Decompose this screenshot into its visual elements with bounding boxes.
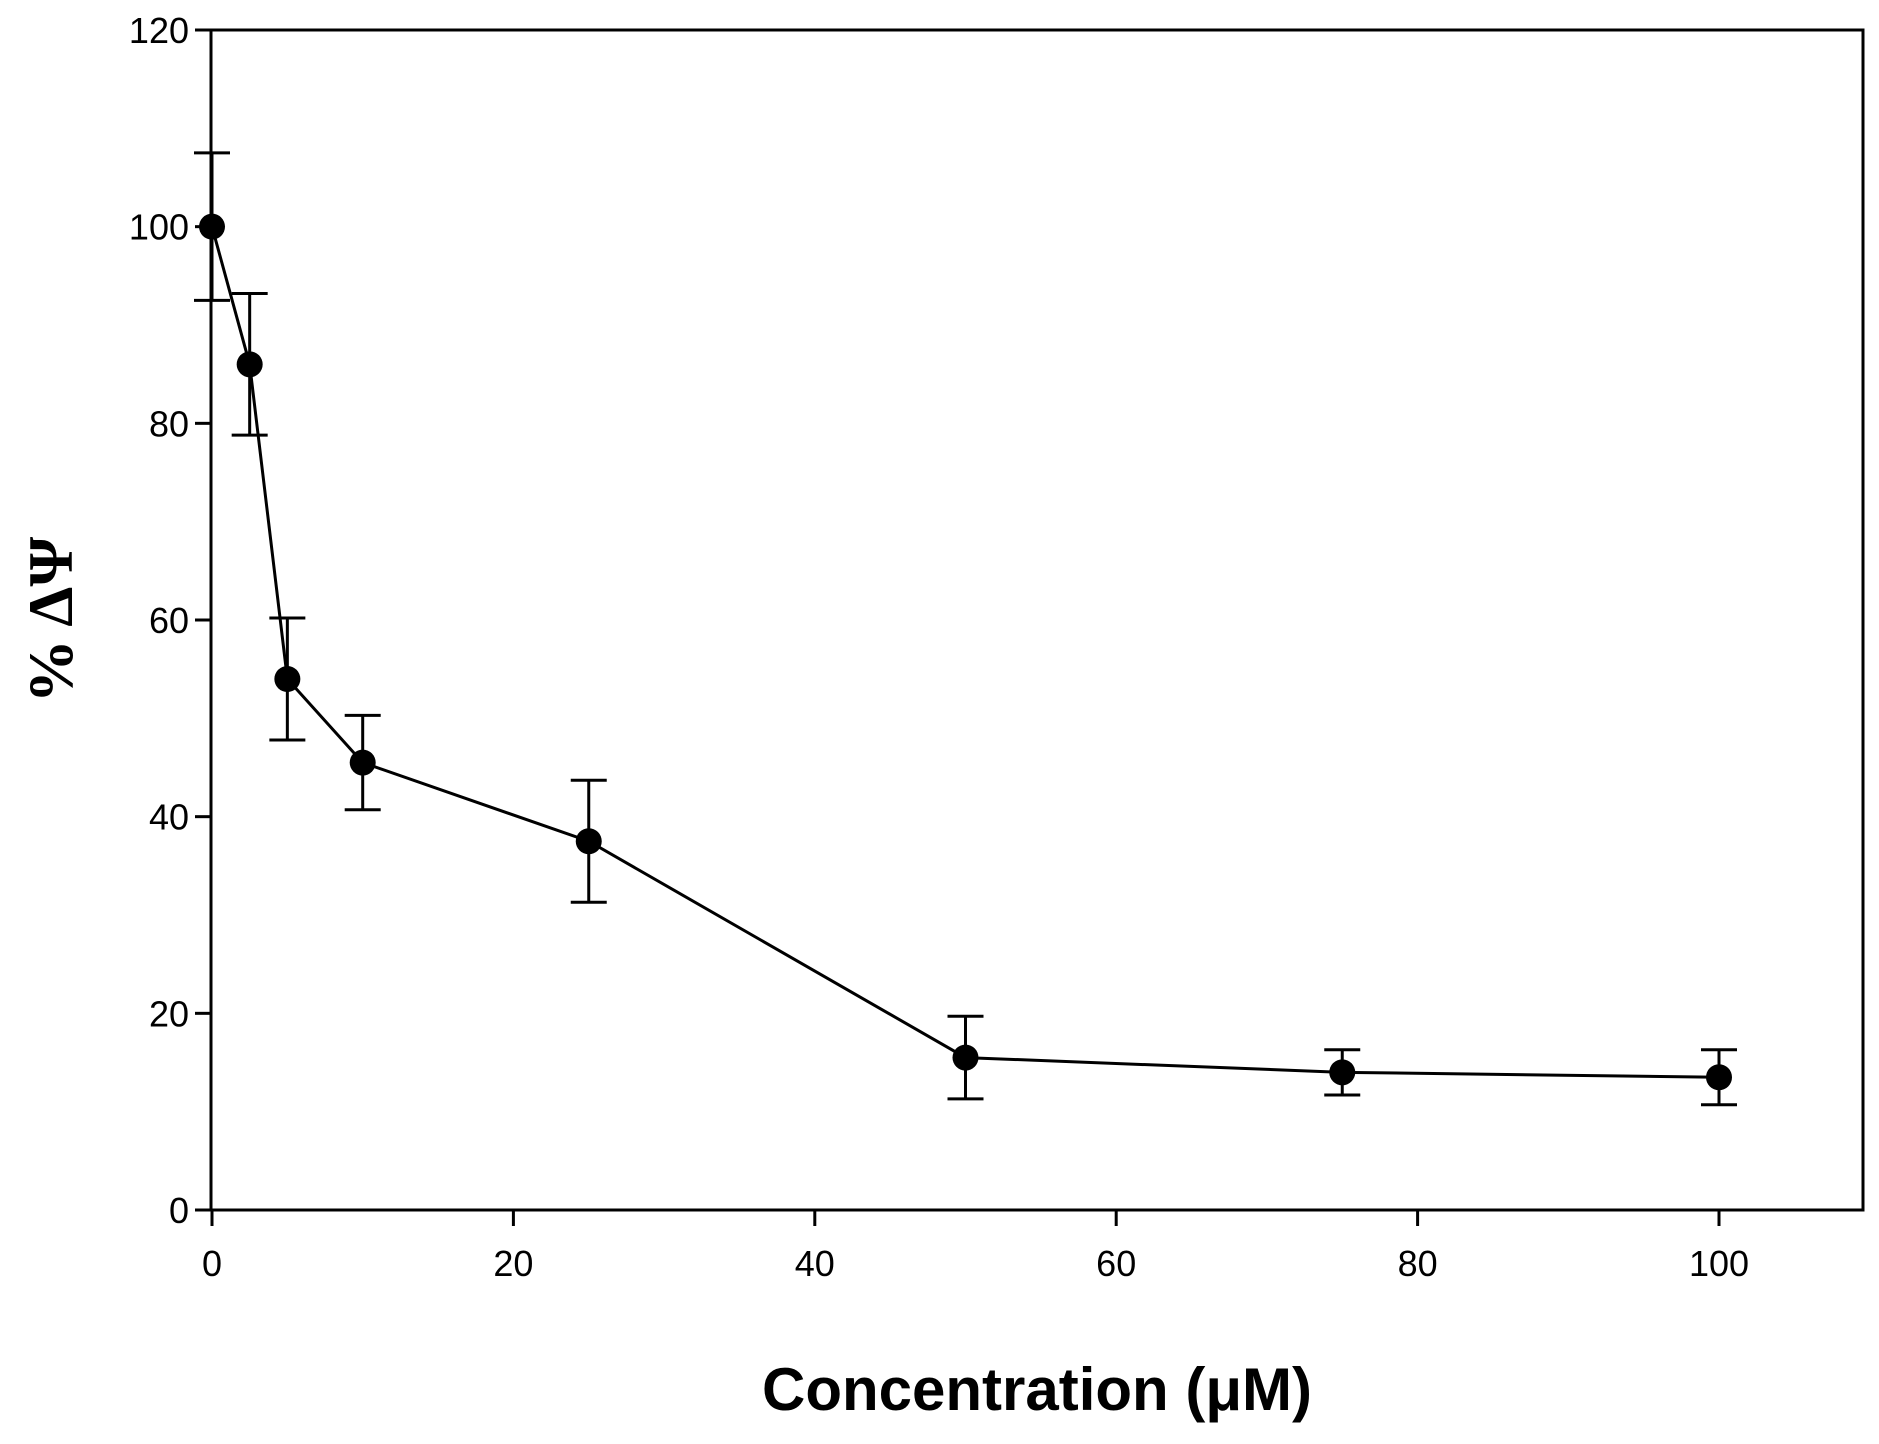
- y-tick-label: 20: [149, 993, 189, 1034]
- x-tick-label: 20: [493, 1243, 533, 1284]
- series-line: [210, 226, 1720, 1079]
- data-point: [199, 213, 225, 240]
- y-axis: 0 20 40 60 80 100 120: [129, 10, 211, 1231]
- x-tick-label: 80: [1398, 1243, 1438, 1284]
- data-point: [274, 666, 301, 692]
- y-tick-label: 100: [129, 207, 189, 248]
- y-tick-label: 80: [149, 403, 189, 444]
- data-point: [1329, 1059, 1356, 1086]
- y-tick-label: 40: [149, 797, 189, 838]
- data-point: [349, 749, 376, 776]
- y-axis-title: % ΔΨ: [15, 537, 86, 704]
- y-tick-label: 0: [169, 1190, 189, 1231]
- x-axis: 0 20 40 60 80 100: [202, 1210, 1749, 1284]
- data-series: [194, 151, 1737, 1107]
- x-tick-label: 60: [1096, 1243, 1136, 1284]
- plot-frame: [209, 28, 1865, 1212]
- data-point: [952, 1044, 979, 1071]
- data-point: [575, 828, 602, 855]
- x-tick-label: 40: [795, 1243, 835, 1284]
- x-axis-title: Concentration (μM): [762, 1356, 1312, 1423]
- y-tick-label: 120: [129, 10, 189, 51]
- x-tick-label: 100: [1689, 1243, 1749, 1284]
- data-point: [1706, 1064, 1732, 1091]
- x-tick-label: 0: [202, 1243, 222, 1284]
- data-point: [236, 351, 263, 378]
- y-tick-label: 60: [149, 600, 189, 641]
